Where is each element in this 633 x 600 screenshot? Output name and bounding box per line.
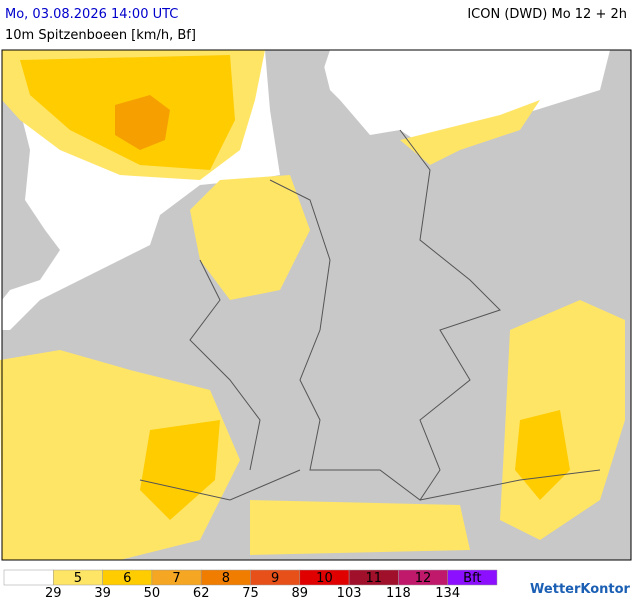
legend-class-label: 9 [271,571,279,586]
legend-class-label: Bft [463,571,481,586]
model-run: ICON (DWD) Mo 12 + 2h [467,7,627,22]
legend-threshold: 50 [144,586,161,600]
map [0,49,632,561]
logo: WetterKontor [530,582,631,597]
legend-class-label: 11 [365,571,382,586]
legend-threshold: 62 [193,586,210,600]
legend-threshold: 134 [435,586,460,600]
legend-threshold: 29 [45,586,62,600]
legend-class-label: 8 [222,571,230,586]
map-subtitle: 10m Spitzenboeen [km/h, Bf] [5,28,196,43]
legend-class-label: 7 [172,571,180,586]
legend-threshold: 89 [292,586,309,600]
legend-threshold: 103 [337,586,362,600]
legend-class-label: 12 [415,571,432,586]
map-time: Mo, 03.08.2026 14:00 UTC [5,7,178,22]
legend-threshold: 75 [242,586,259,600]
legend-class-label: 5 [74,571,82,586]
legend-swatch [3,569,54,586]
legend-class-label: 10 [316,571,333,586]
legend-class-label: 6 [123,571,131,586]
legend-threshold: 118 [386,586,411,600]
legend-swatch [447,569,498,586]
legend-threshold: 39 [94,586,111,600]
